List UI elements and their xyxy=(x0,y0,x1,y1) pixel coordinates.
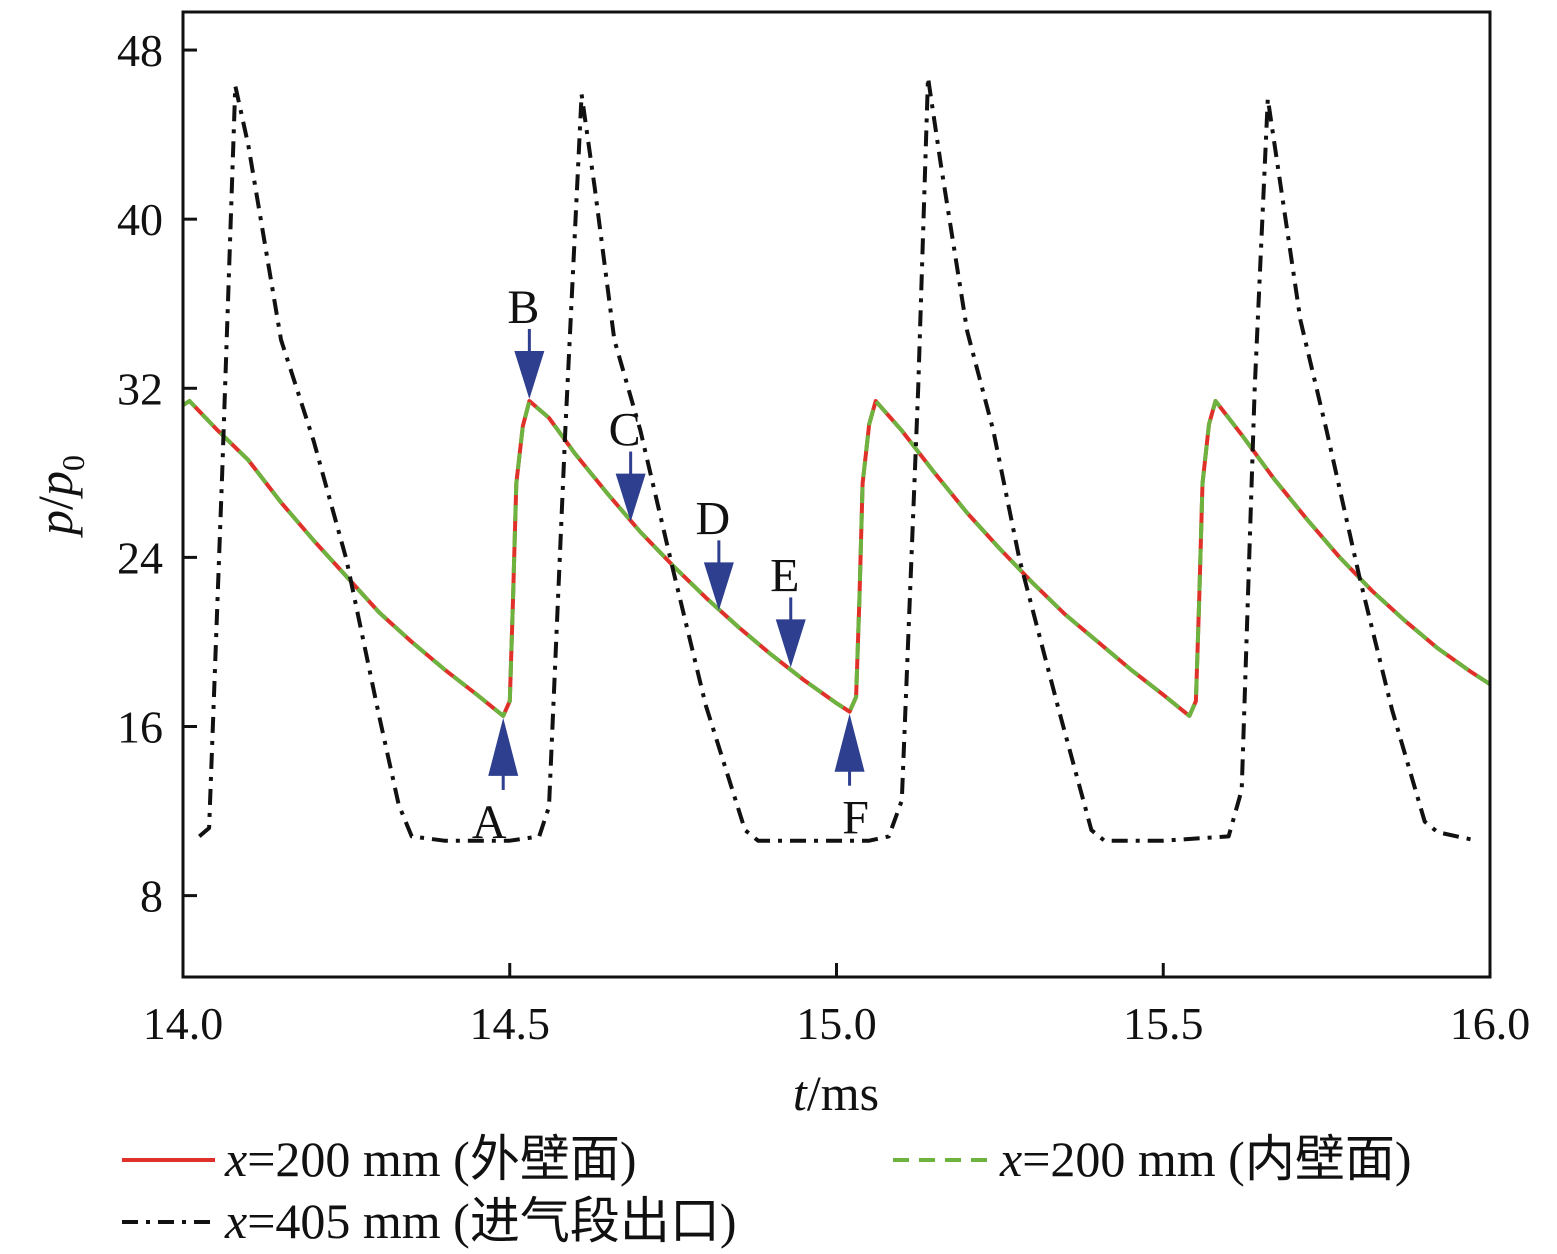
arrow-down-icon xyxy=(615,473,646,522)
legend-text: =200 mm (内壁面) xyxy=(1022,1131,1411,1187)
arrow-down-icon xyxy=(703,562,734,611)
annotation-E: E xyxy=(770,549,806,668)
y-tick-label: 16 xyxy=(117,702,163,753)
tick-layer: 8 16 24 32 40 48 14.0 14.5 15.0 15.5 16.0 xyxy=(117,25,1530,1049)
annotation-label: F xyxy=(842,792,869,845)
annotation-D: D xyxy=(696,492,734,611)
series-line-outer-wall xyxy=(181,399,1492,718)
annotation-label: E xyxy=(770,549,799,602)
annotation-label: C xyxy=(609,404,641,457)
y-axis-label-sub: 0 xyxy=(55,455,91,471)
x-tick-label: 16.0 xyxy=(1450,998,1531,1049)
y-axis-label-slash: / xyxy=(27,496,83,510)
x-tick-label: 14.5 xyxy=(470,998,551,1049)
annotation-layer: A B C DE F xyxy=(472,281,869,849)
arrow-up-icon xyxy=(834,713,865,772)
legend-var: x xyxy=(224,1131,247,1187)
legend-var: x xyxy=(999,1131,1022,1187)
y-tick-label: 32 xyxy=(117,363,163,414)
x-tick-label: 15.0 xyxy=(796,998,877,1049)
legend-text: =405 mm (进气段出口) xyxy=(247,1193,736,1249)
y-axis-label: p/p0 xyxy=(27,455,91,538)
legend-label-inlet-exit: x=405 mm (进气段出口) xyxy=(224,1193,737,1249)
legend-text: =200 mm (外壁面) xyxy=(247,1131,636,1187)
arrow-up-icon xyxy=(488,717,519,776)
annotation-label: B xyxy=(507,281,539,334)
y-tick-label: 8 xyxy=(140,871,163,922)
x-axis-label-var: t xyxy=(793,1065,808,1121)
y-axis-label-var2: p xyxy=(27,471,83,499)
series-line-inner-wall xyxy=(181,399,1492,718)
x-axis-label-unit: /ms xyxy=(807,1065,879,1121)
plot-frame xyxy=(181,10,1492,979)
annotation-F: F xyxy=(834,713,869,845)
arrow-down-icon xyxy=(775,619,806,668)
x-tick-label: 14.0 xyxy=(143,998,224,1049)
y-tick-label: 24 xyxy=(117,532,163,583)
x-tick-label: 15.5 xyxy=(1123,998,1204,1049)
y-tick-label: 48 xyxy=(117,25,163,76)
legend-label-inner-wall: x=200 mm (内壁面) xyxy=(999,1131,1412,1187)
annotation-label: A xyxy=(472,796,507,849)
legend: x=200 mm (外壁面) x=200 mm (内壁面) x=405 mm (… xyxy=(122,1131,1412,1249)
series-line-inlet-exit xyxy=(197,75,1478,843)
x-axis-label: t/ms xyxy=(793,1065,879,1121)
y-axis-label-var: p xyxy=(27,510,83,538)
annotation-A: A xyxy=(472,717,519,849)
legend-var: x xyxy=(224,1193,247,1249)
annotation-B: B xyxy=(507,281,545,399)
series-layer xyxy=(181,75,1492,843)
y-tick-label: 40 xyxy=(117,194,163,245)
annotation-C: C xyxy=(609,404,646,522)
legend-label-outer-wall: x=200 mm (外壁面) xyxy=(224,1131,637,1187)
annotation-label: D xyxy=(696,492,731,545)
arrow-down-icon xyxy=(514,350,545,399)
